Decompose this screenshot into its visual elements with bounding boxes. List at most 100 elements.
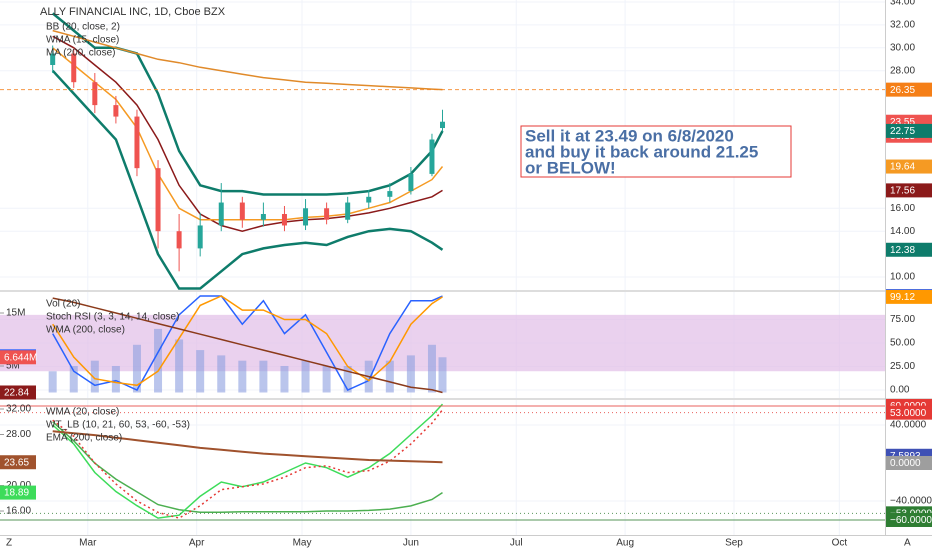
volume-bar: [259, 360, 268, 393]
candle-body: [366, 196, 372, 203]
volume-bar: [427, 344, 436, 393]
price-badge: [0, 350, 36, 365]
candle-body: [408, 173, 414, 192]
y-tick-label: 32.00: [890, 20, 915, 31]
price-badge: [886, 289, 932, 304]
candle-body: [281, 214, 287, 226]
price-badge: [886, 455, 932, 470]
volume-bar: [196, 350, 205, 393]
y-tick-label: 28.00: [890, 65, 915, 76]
price-badge-label: 12.38: [890, 245, 915, 256]
volume-bar: [154, 328, 163, 393]
volume-bar: [406, 355, 415, 393]
volume-bar: [175, 339, 184, 393]
candle-body: [303, 208, 309, 226]
series-line: [52, 47, 444, 221]
series-line: [52, 409, 444, 519]
volume-bar: [238, 360, 247, 393]
candle-body: [440, 121, 445, 129]
price-badge: [886, 123, 932, 138]
series-line: [51, 69, 444, 290]
series-line: [52, 295, 443, 391]
series-line: [52, 421, 443, 514]
price-badge: [0, 385, 36, 400]
legend-entry: WMA (20, close): [46, 407, 119, 418]
legend-entry: WT_LB (10, 21, 60, 53, -60, -53): [46, 420, 190, 431]
price-badge-label: 19.64: [890, 162, 915, 173]
chart-title: ALLY FINANCIAL INC, 1D, Cboe BZX: [40, 6, 226, 18]
price-badge-label: 53.0000: [890, 408, 927, 419]
annotation-text: or BELOW!: [525, 158, 616, 177]
annotation-text: Sell it at 23.49 on 6/8/2020: [525, 126, 734, 145]
candle-body: [429, 139, 435, 174]
legend-entry: Stoch RSI (3, 3, 14, 14, close): [46, 312, 179, 323]
volume-bar: [48, 371, 57, 393]
price-badge-label: 99.12: [890, 292, 915, 303]
annotation-box: [520, 125, 792, 178]
candle-body: [92, 82, 98, 106]
volume-bar: [280, 365, 289, 393]
y2-tick-label: 15M: [6, 308, 25, 319]
pane: [0, 400, 885, 535]
x-tick-label: Sep: [725, 538, 743, 549]
volume-bar: [343, 365, 352, 393]
x-tick-label: Oct: [832, 538, 848, 549]
volume-bar: [111, 365, 120, 393]
x-tick-label: Mar: [79, 538, 97, 549]
candle-body: [324, 208, 330, 220]
y-tick-label: 25.00: [890, 361, 915, 372]
y-tick-label: 10.00: [890, 272, 915, 283]
price-badge-label: 23.55: [890, 117, 915, 128]
candle-body: [239, 202, 245, 220]
x-tick-label: Aug: [616, 538, 634, 549]
x-tick-label: Apr: [189, 538, 205, 549]
volume-bar: [90, 360, 99, 393]
volume-bar: [217, 355, 226, 393]
series-line: [52, 403, 444, 519]
series-line: [52, 430, 443, 464]
candle-body: [197, 225, 203, 249]
candle-body: [260, 214, 266, 220]
y2-tick-label: 28.00: [6, 429, 31, 440]
volume-bar: [301, 360, 310, 393]
price-badge-label: 6.644M: [4, 352, 37, 363]
candle-body: [155, 168, 161, 232]
price-badge-label: 22.75: [890, 126, 915, 137]
y-tick-label: 40.0000: [890, 420, 927, 431]
candle-body: [71, 53, 77, 83]
y-tick-label: −40.0000: [890, 496, 932, 507]
candle-body: [50, 53, 56, 65]
candle-body: [134, 116, 140, 169]
series-line: [52, 35, 443, 232]
price-badge: [886, 242, 932, 257]
volume-bar: [69, 365, 78, 393]
volume-bar: [322, 365, 331, 393]
legend-entry: EMA (200, close): [46, 433, 122, 444]
legend-entry: Vol (20): [46, 299, 80, 310]
y-tick-label: 50.00: [890, 338, 915, 349]
series-line: [52, 295, 443, 387]
volume-bar: [385, 360, 394, 393]
series-line: [52, 297, 443, 394]
pane: [0, 292, 885, 398]
price-badge: [886, 183, 932, 198]
y-tick-label: 0.00: [890, 385, 910, 396]
y-tick-label: 30.00: [890, 42, 915, 53]
volume-bar: [438, 357, 447, 393]
y2-tick-label: 16.00: [6, 506, 31, 517]
price-badge: [886, 405, 932, 420]
price-badge: [0, 455, 36, 470]
annotation-text: and buy it back around 21.25: [525, 142, 758, 161]
legend-entry: WMA (200, close): [46, 325, 125, 336]
legend-entry: WMA (15, close): [46, 35, 119, 46]
series-line: [52, 29, 443, 91]
right-icon[interactable]: A: [904, 538, 911, 549]
legend-entry: MA (200, close): [46, 48, 115, 59]
y-tick-label: 75.00: [890, 314, 915, 325]
left-icon[interactable]: Z: [6, 538, 12, 549]
price-badge: [886, 159, 932, 174]
x-tick-label: May: [293, 538, 312, 549]
candle-body: [176, 231, 182, 249]
